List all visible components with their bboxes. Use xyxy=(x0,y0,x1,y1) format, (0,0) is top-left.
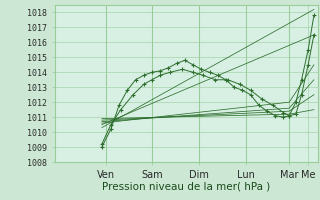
X-axis label: Pression niveau de la mer( hPa ): Pression niveau de la mer( hPa ) xyxy=(102,181,271,191)
